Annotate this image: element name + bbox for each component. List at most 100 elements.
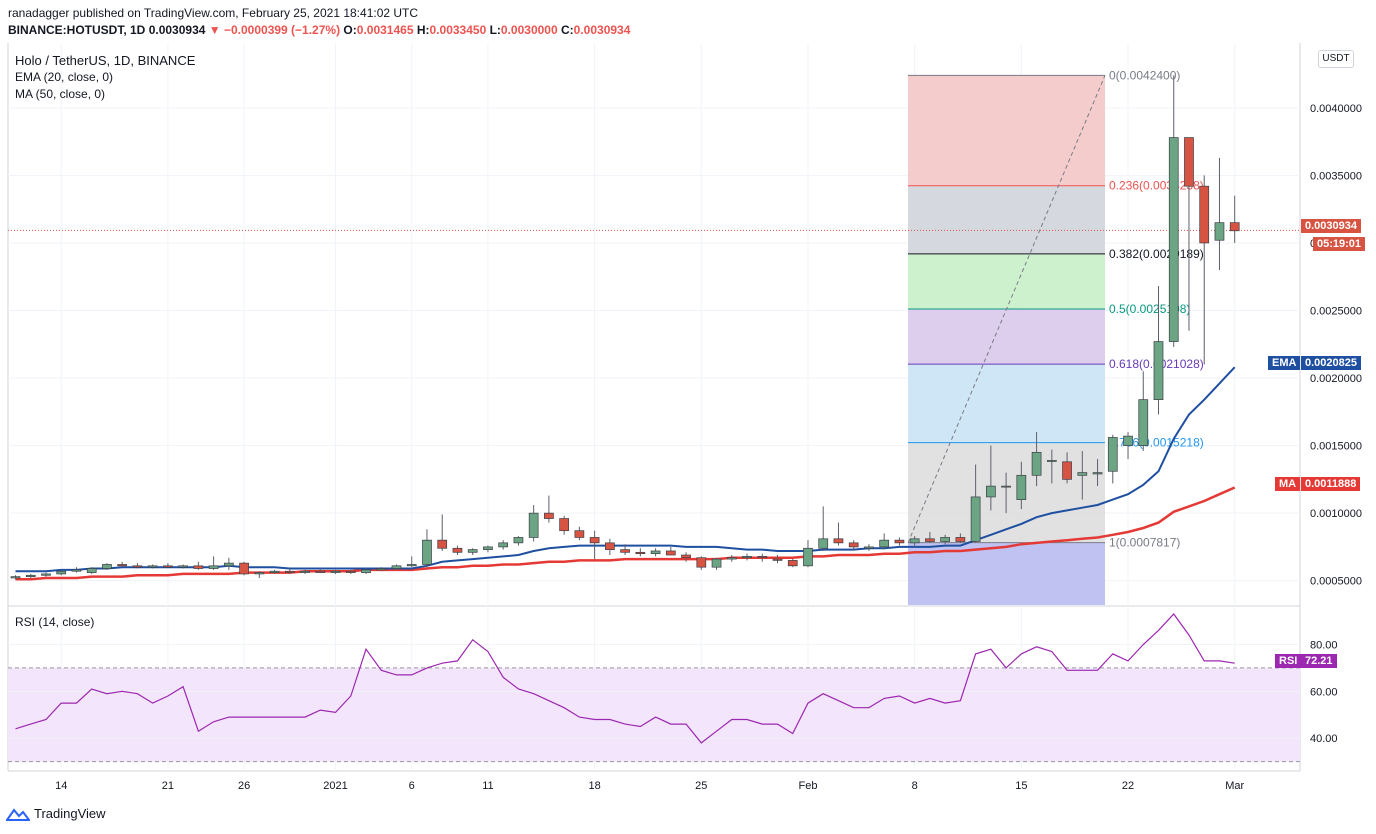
- ma-value-badge: 0.0011888: [1301, 477, 1361, 491]
- candle: [1031, 432, 1042, 487]
- time-axis-label: 18: [588, 780, 600, 792]
- candle: [757, 553, 768, 562]
- candle: [330, 569, 341, 574]
- candle-body: [117, 564, 128, 567]
- candle: [528, 505, 539, 542]
- candle: [665, 546, 676, 556]
- candle-body: [909, 538, 920, 544]
- candle-body: [86, 568, 97, 573]
- fib-level-label: 0.382(0.0029189): [1109, 247, 1204, 261]
- ema-value-badge: 0.0020825: [1301, 356, 1361, 370]
- candle: [25, 573, 36, 578]
- candle: [986, 445, 996, 511]
- candle: [71, 567, 82, 573]
- candle-body: [1138, 399, 1149, 446]
- candle: [1062, 452, 1072, 484]
- candle: [224, 557, 234, 570]
- candle-body: [102, 564, 112, 569]
- candle: [422, 529, 432, 568]
- legend-ma[interactable]: MA (50, close, 0): [15, 87, 106, 101]
- candle-body: [41, 573, 51, 576]
- time-axis-label: 26: [238, 780, 250, 792]
- time-axis-label: 15: [1015, 780, 1027, 792]
- currency-button[interactable]: USDT: [1318, 50, 1354, 68]
- candle-body: [513, 537, 524, 544]
- candle-body: [1199, 185, 1210, 244]
- candle: [1092, 459, 1103, 487]
- candle-body: [879, 539, 890, 548]
- countdown-badge: 05:19:01: [1313, 237, 1366, 251]
- candle: [1123, 432, 1133, 460]
- rsi-line: [15, 613, 1235, 744]
- fib-level-label: 1(0.0007817): [1109, 536, 1180, 550]
- legend-rsi[interactable]: RSI (14, close): [15, 615, 95, 629]
- price-axis-label: 0.0040000: [1310, 103, 1362, 115]
- symbol-quote-line: BINANCE:HOTUSDT, 1D 0.0030934 ▼ −0.00003…: [8, 23, 631, 37]
- candle: [56, 569, 67, 576]
- tradingview-logo[interactable]: TradingView: [6, 806, 106, 821]
- rsi-axis-label: 60.00: [1310, 686, 1338, 698]
- candle-body: [163, 565, 173, 568]
- candle: [864, 544, 874, 551]
- candle-body: [1153, 341, 1164, 401]
- candle: [513, 536, 524, 546]
- candle: [559, 515, 569, 535]
- candle-body: [986, 485, 996, 498]
- candle-body: [25, 574, 36, 577]
- candle-body: [498, 542, 509, 548]
- candle: [376, 567, 387, 572]
- candle-body: [269, 570, 280, 573]
- candle-body: [345, 570, 356, 573]
- candle-body: [681, 554, 691, 559]
- candle-body: [1077, 472, 1088, 476]
- candle: [726, 555, 737, 562]
- candle: [544, 495, 554, 523]
- candle: [467, 548, 478, 556]
- candle-body: [574, 530, 585, 538]
- candle-body: [589, 537, 600, 544]
- candle-body: [955, 537, 966, 542]
- fib-zone-extension: [908, 542, 1105, 605]
- candle: [483, 545, 493, 553]
- symbol[interactable]: BINANCE:HOTUSDT, 1D: [8, 23, 146, 37]
- rsi-label-badge: RSI: [1275, 654, 1302, 668]
- fib-level-label: 0.236(0.0034238): [1109, 179, 1204, 193]
- candle-body: [1092, 472, 1103, 475]
- time-axis-label: Feb: [798, 780, 817, 792]
- legend-ema[interactable]: EMA (20, close, 0): [15, 70, 114, 84]
- candle-body: [239, 562, 249, 575]
- candle-body: [422, 539, 432, 565]
- candle: [452, 545, 463, 556]
- price-axis-label: 0.0035000: [1310, 170, 1362, 182]
- candle-body: [1184, 137, 1194, 187]
- price-axis-label: 0.0020000: [1310, 373, 1362, 385]
- candle: [284, 568, 295, 574]
- candle-body: [300, 570, 310, 573]
- candle: [86, 567, 97, 574]
- candle: [833, 522, 844, 546]
- candle-body: [1031, 451, 1042, 476]
- price-axis-label: 0.0005000: [1310, 576, 1362, 588]
- price-axis-label: 0.0025000: [1310, 305, 1362, 317]
- rsi-value-badge: 72.21: [1301, 654, 1337, 668]
- candle: [1046, 449, 1057, 484]
- candle: [894, 537, 905, 546]
- ma50-line: [15, 486, 1236, 581]
- candle-body: [696, 557, 707, 568]
- candle-body: [757, 556, 768, 559]
- tradingview-logo-icon: [6, 807, 30, 821]
- candle: [208, 556, 219, 570]
- candle-body: [254, 572, 265, 575]
- candle: [315, 568, 326, 573]
- candle: [117, 561, 128, 568]
- candle-body: [1016, 474, 1027, 500]
- candle-body: [1001, 485, 1011, 488]
- price-axis-label: 0.0015000: [1310, 441, 1362, 453]
- legend-title[interactable]: Holo / TetherUS, 1D, BINANCE: [15, 53, 196, 68]
- candle-body: [665, 550, 676, 556]
- candle: [1107, 434, 1118, 484]
- fib-level-label: 0(0.0042400): [1109, 68, 1180, 82]
- candle-body: [544, 512, 554, 519]
- candle-body: [1046, 460, 1057, 462]
